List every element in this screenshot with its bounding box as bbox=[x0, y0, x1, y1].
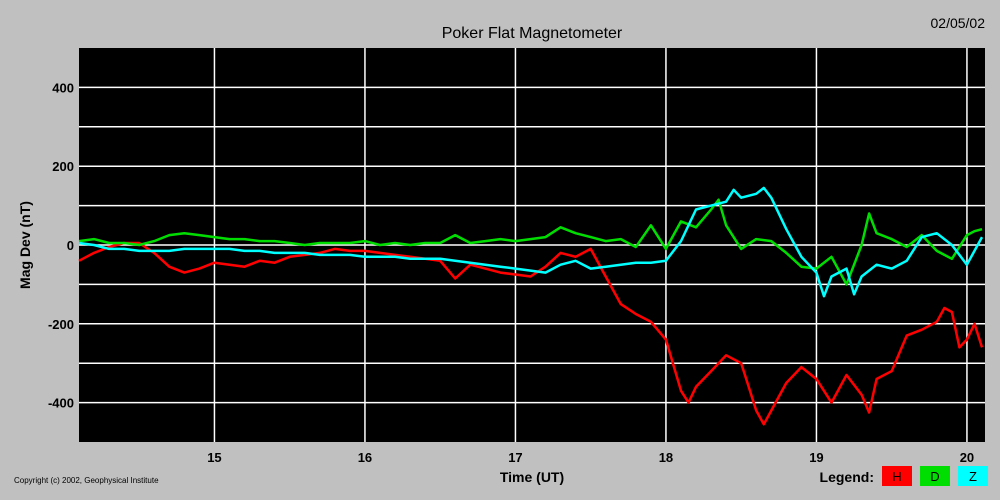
x-tick-label: 20 bbox=[960, 450, 974, 465]
series-line-d bbox=[78, 198, 983, 286]
x-tick-label: 19 bbox=[809, 450, 823, 465]
y-tick-label: -200 bbox=[48, 317, 74, 332]
legend-label-h: H bbox=[892, 469, 901, 484]
copyright-text: Copyright (c) 2002, Geophysical Institut… bbox=[14, 476, 159, 485]
y-tick-label: 0 bbox=[67, 238, 74, 253]
y-tick-label: 200 bbox=[52, 159, 74, 174]
chart-date: 02/05/02 bbox=[931, 15, 986, 31]
legend-swatch-d bbox=[920, 466, 950, 486]
legend-swatch-h bbox=[882, 466, 912, 486]
legend-title: Legend: bbox=[820, 469, 874, 485]
y-axis-label: Mag Dev (nT) bbox=[17, 201, 33, 289]
x-tick-label: 18 bbox=[659, 450, 673, 465]
legend: Legend: H D Z bbox=[820, 466, 988, 486]
y-tick-label: -400 bbox=[48, 396, 74, 411]
chart-title: Poker Flat Magnetometer bbox=[442, 25, 623, 42]
grid bbox=[79, 48, 985, 442]
legend-label-d: D bbox=[930, 469, 939, 484]
tick-labels: 400 200 0 -200 -400 15 16 17 18 19 20 bbox=[48, 80, 974, 465]
legend-swatch-z bbox=[958, 466, 988, 486]
y-tick-label: 400 bbox=[52, 80, 74, 95]
series-line-z bbox=[78, 186, 984, 298]
x-axis-label: Time (UT) bbox=[500, 469, 564, 485]
legend-label-z: Z bbox=[969, 469, 977, 484]
x-tick-label: 17 bbox=[508, 450, 522, 465]
x-tick-label: 16 bbox=[358, 450, 372, 465]
series-line-h bbox=[78, 241, 984, 426]
series-lines bbox=[78, 186, 984, 426]
x-tick-label: 15 bbox=[207, 450, 221, 465]
